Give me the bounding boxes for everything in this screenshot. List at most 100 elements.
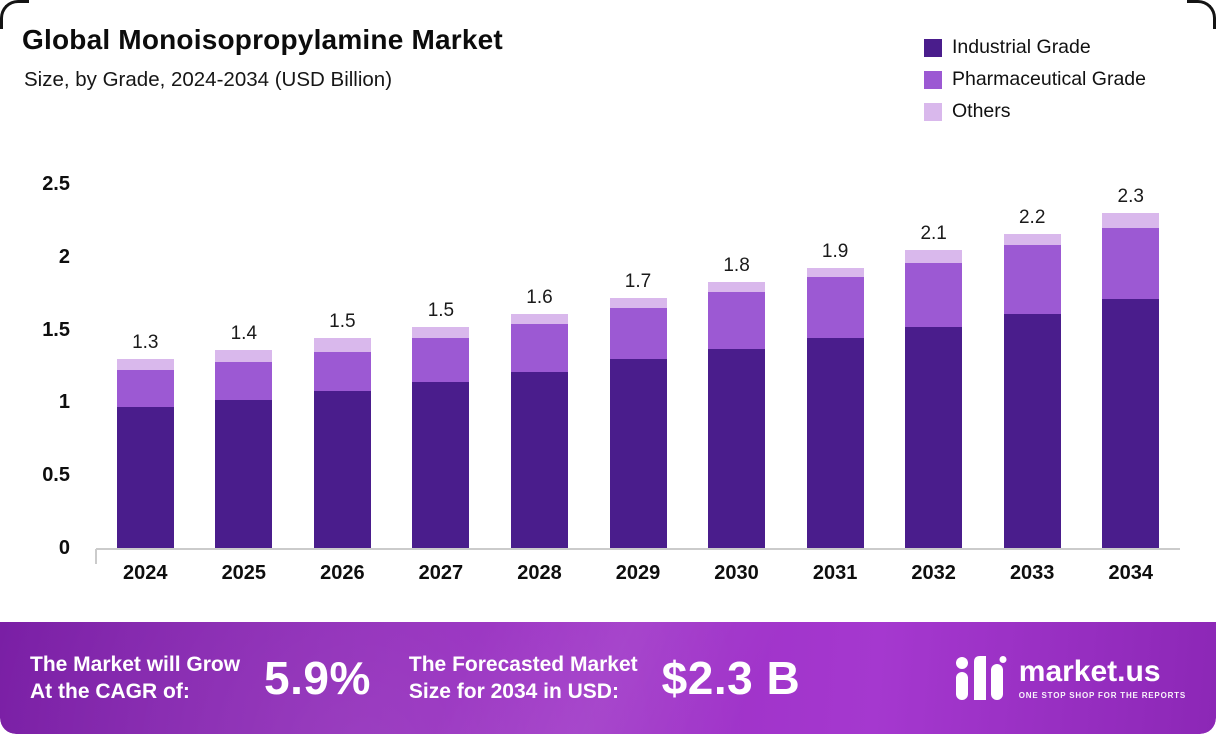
bar-stack-2031 xyxy=(806,268,864,548)
bar-column-2025: 1.4 2025 xyxy=(195,184,294,584)
bar-segment-pharmaceutical-grade xyxy=(412,338,470,382)
bar-column-2032: 2.1 2032 xyxy=(884,184,983,584)
bar-stack-2024 xyxy=(116,358,174,548)
legend-label: Pharmaceutical Grade xyxy=(951,68,1146,90)
brand-text: market.us One Stop Shop For The Reports xyxy=(1018,654,1186,700)
bar-segment-others xyxy=(313,338,371,352)
bar-segment-others xyxy=(806,268,864,278)
bar-segment-pharmaceutical-grade xyxy=(215,361,273,400)
bar-stack-2027 xyxy=(412,326,470,548)
bar-column-2024: 1.3 2024 xyxy=(96,184,195,584)
brand-name: market.us xyxy=(1018,654,1161,688)
bar-total-label: 1.5 xyxy=(329,311,356,333)
x-axis-label: 2032 xyxy=(911,562,956,584)
bar-column-2029: 1.7 2029 xyxy=(589,184,688,584)
bar-segment-industrial-grade xyxy=(412,382,470,548)
y-axis-tick: 2.5 xyxy=(42,173,70,195)
bar-segment-others xyxy=(708,281,766,292)
bar-stack-2033 xyxy=(1003,233,1061,548)
bar-total-label: 1.4 xyxy=(230,323,258,345)
bar-segment-others xyxy=(510,313,568,324)
bar-total-label: 2.3 xyxy=(1117,186,1144,208)
legend-item-pharmaceutical-grade: Pharmaceutical Grade xyxy=(923,68,1146,91)
bar-segment-pharmaceutical-grade xyxy=(806,277,864,339)
bar-total-label: 1.8 xyxy=(723,254,750,276)
bar-stack-2025 xyxy=(215,350,273,548)
bar-segment-industrial-grade xyxy=(708,348,766,548)
bar-column-2033: 2.2 2033 xyxy=(983,184,1082,584)
x-axis-label: 2031 xyxy=(812,562,858,584)
bar-segment-others xyxy=(1003,233,1061,246)
bar-total-label: 1.9 xyxy=(821,241,849,263)
x-axis-label: 2028 xyxy=(517,562,562,584)
y-axis-tick: 0 xyxy=(58,537,70,559)
chart-header: Global Monoisopropylamine Market Size, b… xyxy=(22,24,503,92)
page-subtitle: Size, by Grade, 2024-2034 (USD Billion) xyxy=(24,68,393,91)
footer-banner: The Market will Grow At the CAGR of: 5.9… xyxy=(0,622,1216,734)
cagr-label-line: The Market will Grow xyxy=(30,652,241,676)
bar-stack-2026 xyxy=(313,338,371,548)
bar-column-2034: 2.3 2034 xyxy=(1081,184,1180,584)
bar-segment-industrial-grade xyxy=(510,371,568,548)
bar-segment-others xyxy=(116,358,174,371)
x-axis-label: 2027 xyxy=(418,562,464,584)
bar-segment-industrial-grade xyxy=(215,399,273,548)
bar-chart-plot: 0 0.5 1 1.5 2 2.5 1.3 2024 1.4 2025 1.5 2026 1.5 2027… xyxy=(42,174,1180,584)
x-axis-label: 2030 xyxy=(714,562,759,584)
bar-segment-pharmaceutical-grade xyxy=(510,323,568,372)
marketus-logo: market.us One Stop Shop For The Reports xyxy=(955,656,1186,700)
marketus-logo-icon xyxy=(955,656,1007,700)
cagr-label: The Market will Grow At the CAGR of: xyxy=(30,651,240,706)
chart-legend: Industrial Grade Pharmaceutical Grade Othe… xyxy=(923,36,1146,123)
bar-segment-pharmaceutical-grade xyxy=(116,370,174,407)
bar-stack-2028 xyxy=(510,313,568,548)
legend-swatch xyxy=(923,38,942,57)
legend-item-industrial-grade: Industrial Grade xyxy=(923,36,1146,59)
bar-segment-pharmaceutical-grade xyxy=(1102,227,1160,299)
x-axis-label: 2024 xyxy=(123,562,168,584)
bar-column-2027: 1.5 2027 xyxy=(392,184,491,584)
bar-total-label: 1.7 xyxy=(624,270,652,292)
y-axis-tick: 0.5 xyxy=(42,464,70,487)
bar-segment-others xyxy=(412,326,470,339)
bar-total-label: 2.1 xyxy=(920,222,947,244)
bar-column-2030: 1.8 2030 xyxy=(687,184,786,584)
x-axis-label: 2033 xyxy=(1009,562,1055,584)
cagr-label-line: At the CAGR of: xyxy=(30,680,190,703)
legend-item-others: Others xyxy=(923,100,1146,123)
page-title: Global Monoisopropylamine Market xyxy=(22,24,503,55)
x-axis-label: 2025 xyxy=(221,562,267,584)
y-axis-tick: 2 xyxy=(58,245,70,268)
legend-swatch xyxy=(923,102,942,121)
bar-segment-industrial-grade xyxy=(905,326,963,548)
bar-segment-pharmaceutical-grade xyxy=(708,291,766,349)
forecast-label: The Forecasted Market Size for 2034 in U… xyxy=(409,651,638,706)
bar-segment-others xyxy=(1102,213,1160,228)
bar-total-label: 1.5 xyxy=(427,299,455,321)
x-axis-label: 2026 xyxy=(320,562,365,584)
cagr-value: 5.9% xyxy=(264,652,371,704)
bar-segment-others xyxy=(609,297,667,308)
y-axis-tick: 1 xyxy=(58,391,70,414)
x-axis-label: 2034 xyxy=(1108,562,1153,584)
bar-segment-pharmaceutical-grade xyxy=(313,351,371,391)
brand-tagline: One Stop Shop For The Reports xyxy=(1018,690,1186,700)
forecast-label-line: Size for 2034 in USD: xyxy=(408,680,619,703)
bar-total-label: 1.3 xyxy=(132,331,159,353)
legend-label: Industrial Grade xyxy=(951,36,1091,58)
frame-corner-top-right xyxy=(1187,0,1216,29)
bar-segment-pharmaceutical-grade xyxy=(1003,245,1061,314)
bar-segment-others xyxy=(215,350,273,362)
bar-stack-2032 xyxy=(905,249,963,548)
bar-stack-2029 xyxy=(609,297,667,548)
bar-segment-industrial-grade xyxy=(313,390,371,548)
bar-segment-others xyxy=(905,249,963,263)
bar-segment-industrial-grade xyxy=(116,406,174,548)
bar-column-2031: 1.9 2031 xyxy=(786,184,885,584)
bar-stack-2030 xyxy=(708,281,766,548)
bar-total-label: 1.6 xyxy=(526,286,553,308)
forecast-label-line: The Forecasted Market xyxy=(408,652,638,676)
bar-segment-industrial-grade xyxy=(1003,313,1061,548)
bar-stack-2034 xyxy=(1102,213,1160,548)
